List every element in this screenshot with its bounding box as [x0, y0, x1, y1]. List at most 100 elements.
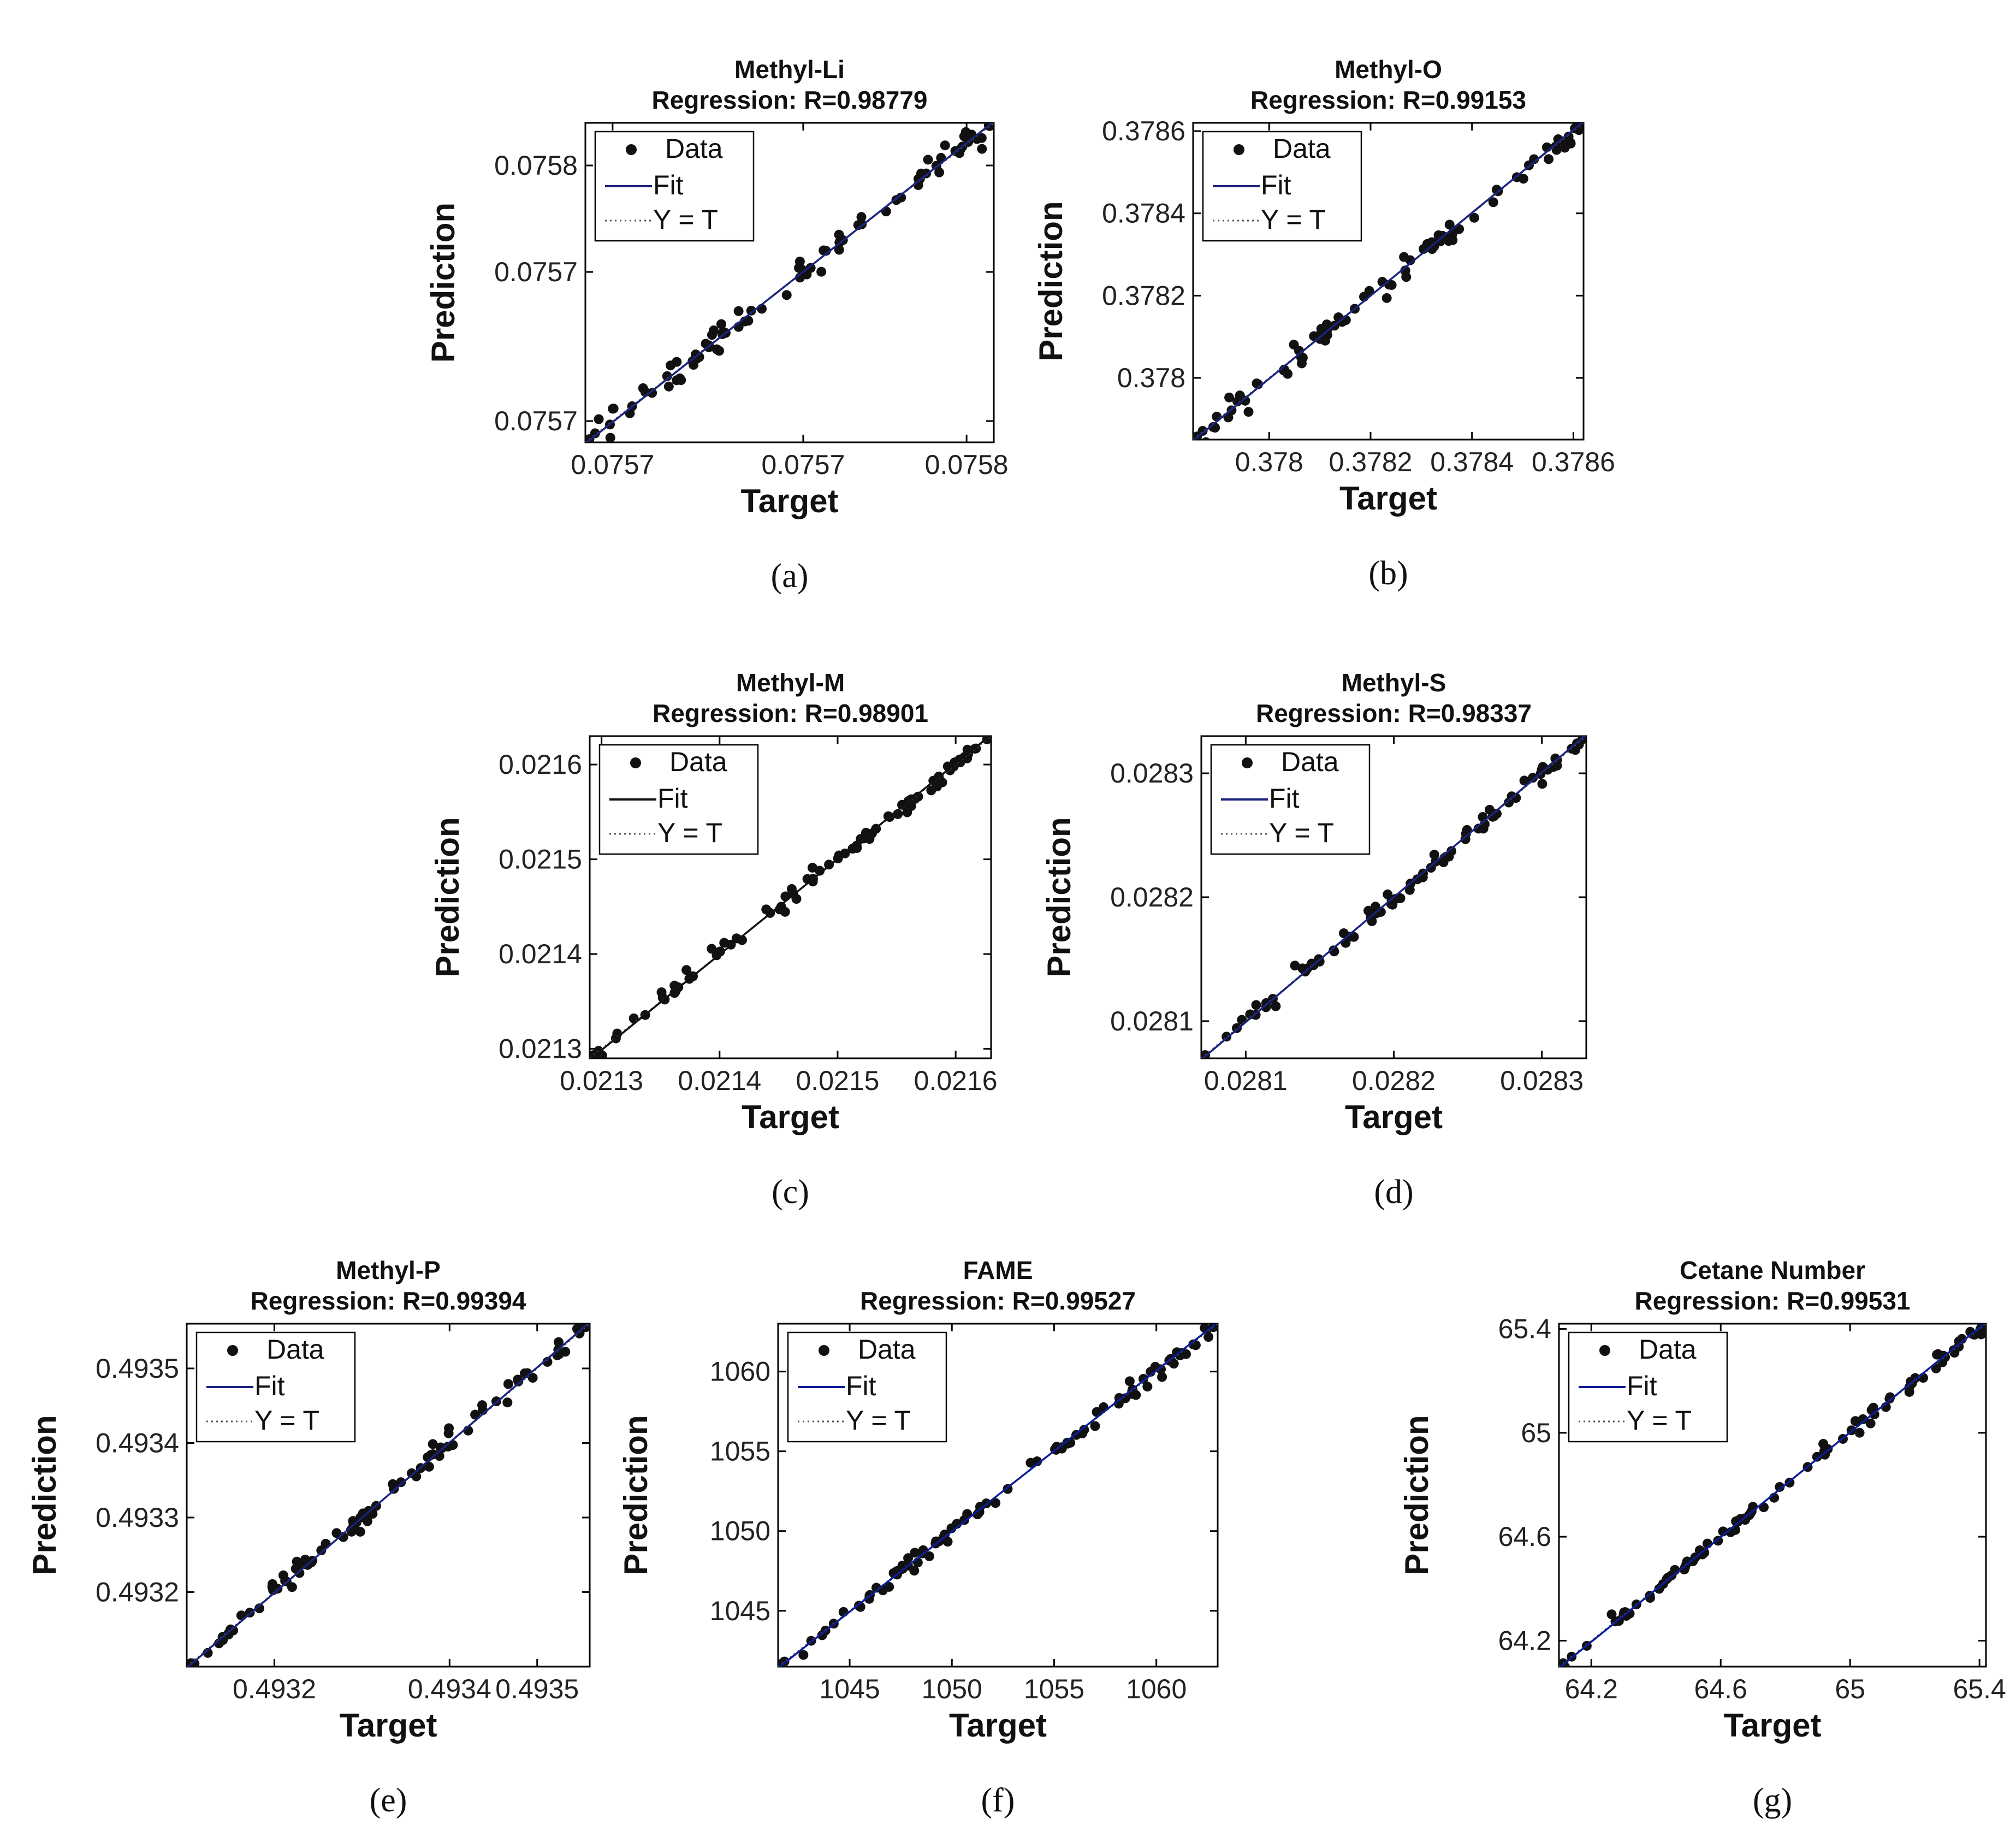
legend-fit-label: Fit [653, 170, 684, 200]
fit-line [1559, 1324, 1986, 1667]
data-point [1969, 1330, 1979, 1340]
data-point [502, 1397, 513, 1408]
data-point [1400, 265, 1410, 276]
data-point [1404, 885, 1415, 895]
data-point [817, 1630, 827, 1640]
y-tick-label: 65.4 [1498, 1314, 1551, 1344]
data-point [428, 1439, 438, 1449]
data-point [1865, 1418, 1876, 1429]
data-point [1341, 938, 1351, 948]
data-point [942, 1537, 953, 1547]
data-point [355, 1526, 365, 1537]
data-point [977, 144, 987, 154]
x-axis-label: Target [742, 1099, 839, 1135]
legend: Data Fit Y = T [195, 1331, 356, 1443]
chart-subtitle: Regression: R=0.99531 [1635, 1287, 1911, 1315]
panel-caption: (b) [1368, 555, 1408, 592]
data-point [910, 1548, 920, 1558]
data-point [1374, 906, 1385, 917]
data-point [926, 785, 936, 796]
data-point [1243, 407, 1254, 417]
data-point [1208, 422, 1218, 432]
y-tick-label: 0.378 [1117, 363, 1185, 393]
data-point [579, 1314, 589, 1324]
chart-title: FAME [963, 1256, 1033, 1284]
y-tick-label: 1060 [710, 1356, 770, 1387]
data-point [1884, 1394, 1895, 1404]
x-tick-label: 0.0757 [761, 449, 845, 480]
data-point [923, 155, 933, 165]
data-point [1251, 1000, 1261, 1010]
data-point [973, 1509, 983, 1520]
fit-line [1201, 736, 1586, 1058]
data-point [940, 140, 950, 151]
data-point [1224, 392, 1235, 402]
y-axis-label: Prediction [429, 817, 466, 977]
data-point [1289, 340, 1299, 350]
x-tick-label: 1060 [1126, 1674, 1187, 1704]
plot-area [1201, 736, 1586, 1058]
data-point [733, 306, 744, 316]
legend-data-label: Data [266, 1334, 324, 1365]
panel-e: Methyl-P Regression: R=0.99394 0.4932 0.493… [26, 1256, 591, 1819]
data-point [798, 1650, 809, 1660]
data-point [1812, 1451, 1822, 1462]
fit-line [585, 123, 994, 442]
data-point [719, 938, 730, 948]
data-point [1954, 1341, 1964, 1352]
chart-title: Methyl-S [1342, 668, 1446, 697]
data-point [816, 266, 827, 277]
data-point [794, 256, 805, 266]
fit-line [778, 1324, 1218, 1667]
legend-fit-label: Fit [254, 1371, 285, 1401]
legend-data-marker [1599, 1345, 1610, 1356]
x-tick-label: 0.3786 [1532, 447, 1615, 477]
x-tick-label: 65 [1835, 1674, 1865, 1704]
x-tick-label: 1045 [819, 1674, 880, 1704]
legend-data-label: Data [669, 746, 727, 777]
data-point [657, 992, 668, 1003]
data-point [1850, 1416, 1860, 1426]
data-point [396, 1477, 406, 1488]
fit-line [1193, 123, 1584, 440]
y-tick-label: 0.0282 [1110, 882, 1194, 912]
data-point [663, 381, 674, 392]
legend-data-marker [1242, 757, 1253, 768]
data-point [1858, 1414, 1868, 1424]
plot-area [1193, 123, 1584, 440]
data-point [1290, 961, 1300, 971]
x-tick-label: 0.0757 [571, 449, 654, 480]
plot-area [1559, 1324, 1986, 1667]
data-point [1201, 437, 1211, 440]
plot-area [585, 123, 994, 442]
x-axis-label: Target [340, 1707, 437, 1744]
x-axis-label: Target [1339, 480, 1437, 517]
y-tick-label: 0.0214 [499, 939, 582, 969]
data-point [424, 1461, 434, 1472]
data-point [1469, 212, 1479, 223]
plot-frame [584, 122, 995, 443]
data-point [1854, 1427, 1865, 1438]
data-point [672, 357, 682, 367]
chart-title: Methyl-M [736, 668, 845, 697]
y-tick-label: 0.3786 [1102, 116, 1185, 146]
legend-yt-label: Y = T [254, 1405, 319, 1436]
legend-yt-label: Y = T [653, 204, 718, 235]
y-axis-label: Prediction [26, 1415, 63, 1575]
y-tick-label: 1050 [710, 1516, 770, 1546]
data-point [746, 305, 756, 316]
data-point [503, 1379, 513, 1389]
data-point [716, 319, 726, 329]
data-point [1519, 775, 1529, 786]
data-point [662, 371, 672, 381]
data-point [902, 807, 912, 817]
data-point [669, 988, 680, 998]
data-point [331, 1528, 342, 1538]
x-tick-label: 1050 [922, 1674, 982, 1704]
y-axis-label: Prediction [618, 1415, 654, 1575]
